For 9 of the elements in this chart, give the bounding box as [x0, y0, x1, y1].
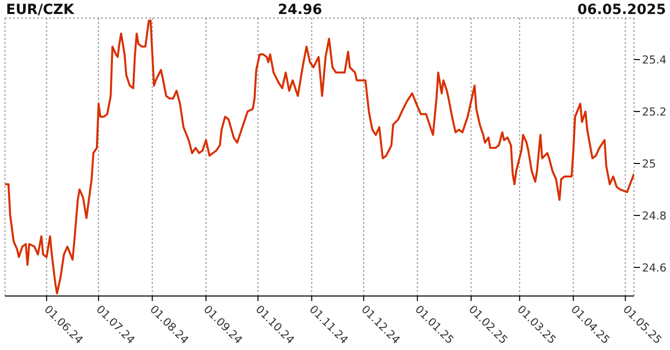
y-tick-label: 24.6 [642, 261, 666, 274]
text: 24.96 [278, 2, 322, 18]
y-tick-label: 25.4 [642, 53, 666, 66]
text: 06.05.2025 [577, 2, 666, 18]
line-series [5, 20, 634, 294]
y-tick-label: 24.8 [642, 209, 666, 222]
chart-title: EUR/CZK [6, 2, 74, 18]
y-tick-label: 25 [642, 157, 656, 170]
y-tick-label: 25.2 [642, 105, 666, 118]
